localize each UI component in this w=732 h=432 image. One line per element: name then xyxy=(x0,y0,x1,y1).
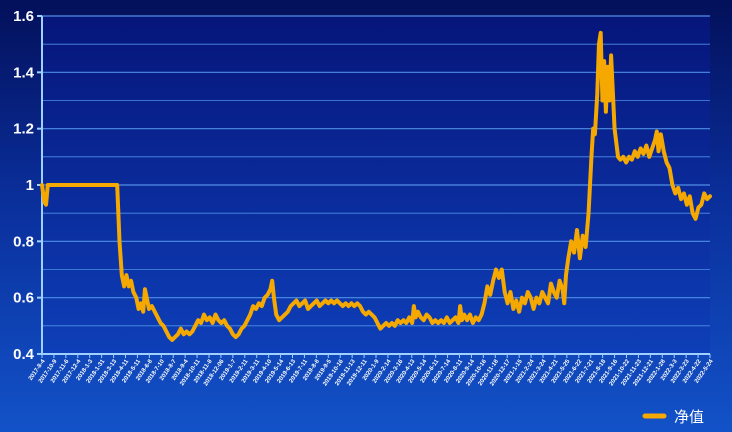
x-axis: 2017-8-42017-10-92017-11-62017-12-42018-… xyxy=(28,353,715,387)
legend: 净值 xyxy=(642,408,704,426)
y-tick-label: 1 xyxy=(26,177,34,194)
y-tick-label: 1.2 xyxy=(13,121,34,138)
series-line-nav xyxy=(40,30,712,342)
legend-label: 净值 xyxy=(674,408,704,426)
y-tick-label: 0.4 xyxy=(13,346,35,363)
y-axis: 0.4 0.6 0.8 1 1.2 1.4 1.6 xyxy=(13,8,43,363)
y-tick-label: 1.6 xyxy=(13,8,34,25)
y-tick-label: 0.6 xyxy=(13,290,34,307)
y-tick-label: 1.4 xyxy=(13,64,35,81)
y-tick-label: 0.8 xyxy=(13,233,34,250)
